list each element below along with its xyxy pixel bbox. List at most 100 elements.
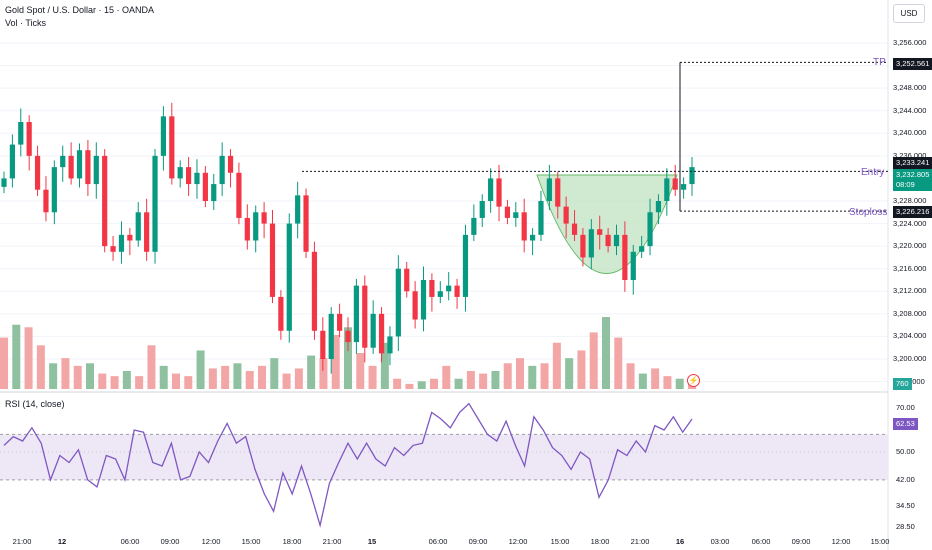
volume-bar	[491, 371, 500, 389]
volume-indicator-label[interactable]: Vol · Ticks	[5, 18, 47, 28]
candle-body	[102, 155, 108, 247]
time-tick-label: 15:00	[241, 537, 261, 546]
price-candle	[51, 160, 57, 225]
volume-bar	[196, 350, 205, 389]
price-candle	[18, 108, 24, 157]
rsi-line	[3, 402, 693, 528]
price-candle	[479, 194, 485, 227]
price-tick-label: 3,204.000	[893, 331, 927, 341]
currency-button[interactable]: USD	[893, 4, 925, 23]
price-candle	[387, 326, 393, 366]
current-price-value: 3,232.805	[896, 170, 930, 179]
candle-body	[68, 155, 74, 179]
price-candle	[613, 224, 620, 256]
price-candle	[446, 272, 452, 301]
candle-body	[26, 122, 32, 156]
candle-body	[127, 234, 133, 241]
candle-body	[437, 291, 443, 297]
price-candle	[437, 281, 443, 304]
candle-body	[1, 178, 7, 187]
price-candle	[580, 228, 586, 267]
candle-body	[43, 189, 49, 213]
price-candle	[303, 188, 309, 258]
rsi-tick-label: 34.50	[896, 501, 915, 511]
volume-bar	[356, 353, 365, 389]
price-candle	[202, 166, 208, 208]
candle-body	[580, 234, 586, 258]
symbol-title[interactable]: Gold Spot / U.S. Dollar · 15 · OANDA	[5, 5, 155, 15]
candle-body	[169, 116, 175, 179]
candle-body	[60, 155, 66, 168]
candle-body	[152, 155, 158, 252]
price-candle	[429, 273, 435, 312]
candle-body	[588, 229, 594, 258]
volume-bar	[24, 327, 33, 389]
volume-bar	[36, 345, 45, 389]
volume-bar	[405, 383, 414, 389]
volume-bar	[98, 373, 107, 389]
price-candle	[76, 143, 83, 188]
time-tick-label: 12:00	[508, 537, 528, 546]
price-candle	[34, 145, 41, 196]
price-candle	[43, 176, 49, 222]
cup-pattern-shape	[536, 174, 678, 274]
price-candle	[177, 160, 183, 188]
rsi-tick-label: 42.00	[896, 474, 915, 484]
stoploss-price-tag: 3,226.216	[893, 206, 932, 218]
volume-bar	[73, 365, 82, 389]
candle-body	[219, 155, 225, 185]
candle-body	[244, 217, 250, 241]
stoploss-annotation[interactable]: Stoploss	[849, 207, 888, 218]
candle-body	[85, 150, 91, 185]
candle-body	[404, 268, 410, 292]
candle-body	[513, 212, 519, 218]
lightning-icon[interactable]: ⚡	[687, 374, 700, 387]
price-candle	[185, 156, 192, 196]
tp-annotation[interactable]: TP	[873, 57, 886, 68]
candle-body	[681, 184, 687, 190]
price-candle	[655, 194, 662, 225]
price-candle	[353, 278, 359, 354]
price-candle	[345, 317, 351, 352]
price-candle	[362, 275, 368, 363]
price-candle	[689, 156, 695, 196]
price-candle	[328, 307, 334, 374]
volume-bar	[675, 378, 684, 389]
time-tick-label: 15:00	[550, 537, 570, 546]
rsi-indicator-label[interactable]: RSI (14, close)	[5, 399, 65, 409]
volume-bar	[49, 363, 58, 389]
price-candle	[420, 266, 427, 332]
price-candle	[93, 142, 99, 199]
time-tick-label: 06:00	[120, 537, 140, 546]
price-candle	[647, 198, 653, 256]
price-candle	[118, 221, 125, 264]
price-tick-label: 3,248.000	[893, 83, 927, 93]
price-candle	[454, 278, 460, 309]
price-candle	[597, 215, 603, 250]
candle-body	[194, 172, 200, 185]
price-tick-label: 3,200.000	[893, 354, 927, 363]
price-candle	[85, 140, 91, 196]
volume-bar	[135, 376, 144, 389]
candle-body	[555, 178, 561, 207]
volume-bar	[663, 376, 672, 389]
entry-annotation[interactable]: Entry	[861, 167, 885, 178]
price-candle	[286, 213, 292, 343]
price-candle	[496, 164, 502, 222]
volume-bar	[110, 376, 119, 389]
volume-bar	[589, 332, 598, 389]
price-candle	[404, 261, 410, 298]
rsi-band	[0, 434, 888, 480]
volume-bar	[282, 373, 291, 389]
price-candle	[102, 149, 108, 253]
candle-body	[571, 223, 578, 235]
candle-body	[672, 178, 678, 190]
rsi-tick-label: 28.50	[896, 522, 915, 531]
candle-body	[462, 234, 469, 297]
price-candle	[605, 228, 611, 253]
price-tick-label: 3,212.000	[893, 286, 927, 296]
candle-body	[76, 150, 83, 179]
volume-bar	[454, 378, 463, 389]
price-candle	[244, 204, 250, 250]
